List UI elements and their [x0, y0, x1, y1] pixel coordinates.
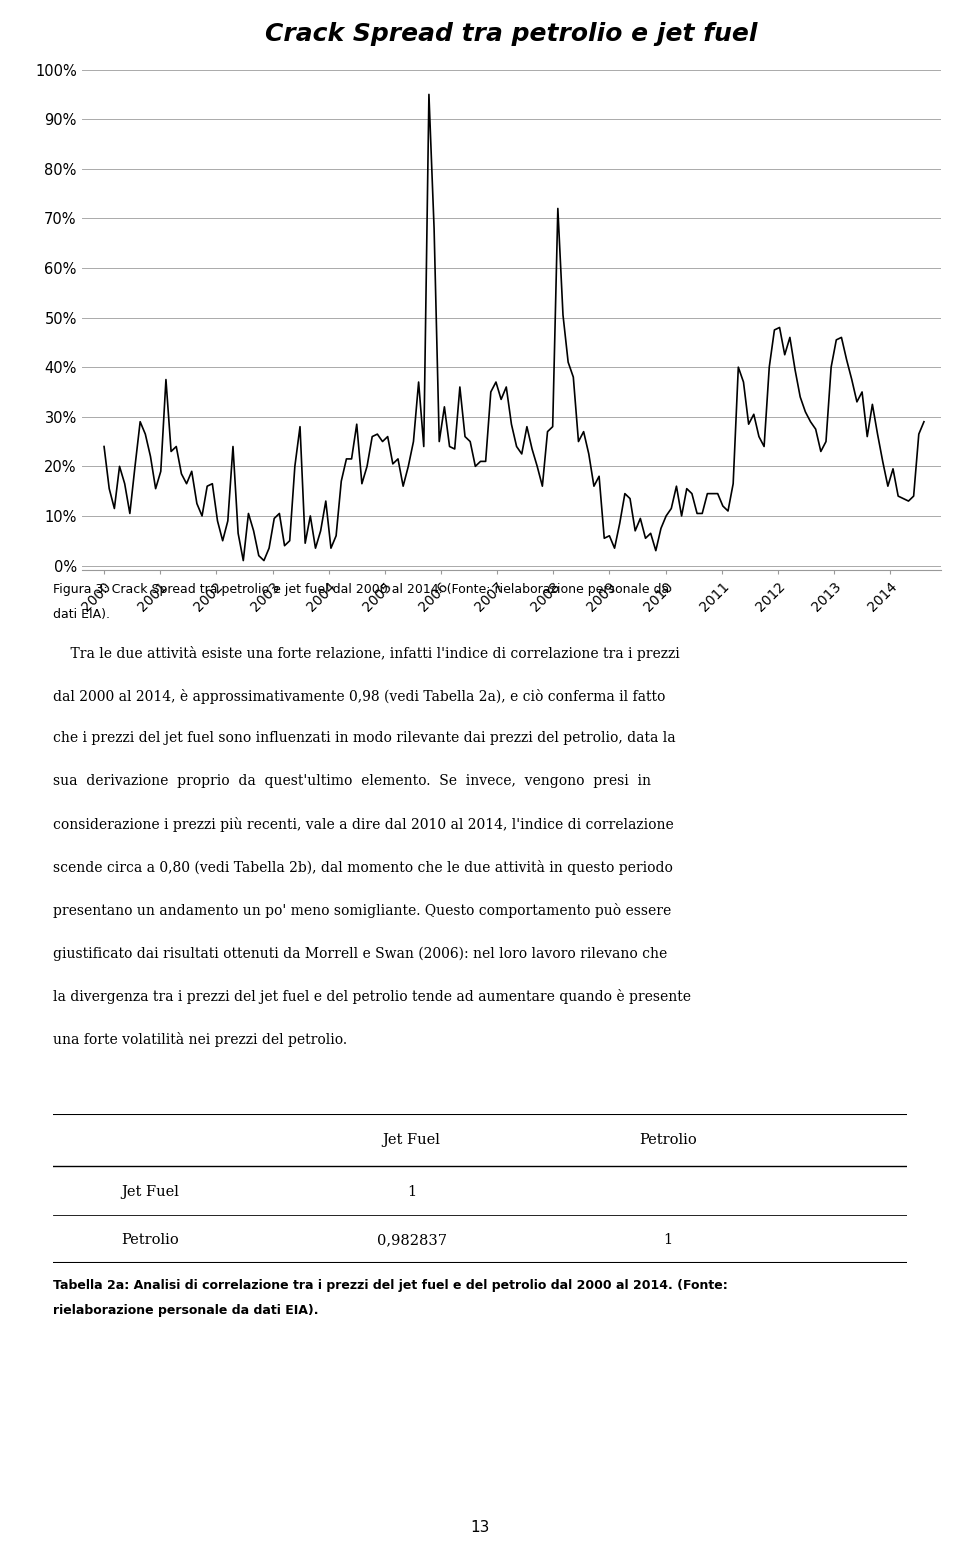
Text: Tabella 2a: Analisi di correlazione tra i prezzi del jet fuel e del petrolio dal: Tabella 2a: Analisi di correlazione tra …	[53, 1279, 728, 1291]
Text: Figura 3: Crack Spread tra petrolio e jet fuel dal 2000 al 2014. (Fonte: rielabo: Figura 3: Crack Spread tra petrolio e je…	[53, 583, 669, 596]
Text: 1: 1	[407, 1185, 417, 1199]
Text: Jet Fuel: Jet Fuel	[121, 1185, 179, 1199]
Text: 0,982837: 0,982837	[376, 1233, 446, 1247]
Text: una forte volatilità nei prezzi del petrolio.: una forte volatilità nei prezzi del petr…	[53, 1033, 347, 1047]
Text: presentano un andamento un po' meno somigliante. Questo comportamento può essere: presentano un andamento un po' meno somi…	[53, 903, 671, 919]
Text: considerazione i prezzi più recenti, vale a dire dal 2010 al 2014, l'indice di c: considerazione i prezzi più recenti, val…	[53, 817, 674, 833]
Title: Crack Spread tra petrolio e jet fuel: Crack Spread tra petrolio e jet fuel	[265, 22, 757, 45]
Text: scende circa a 0,80 (vedi Tabella 2b), dal momento che le due attività in questo: scende circa a 0,80 (vedi Tabella 2b), d…	[53, 860, 673, 875]
Text: giustificato dai risultati ottenuti da Morrell e Swan (2006): nel loro lavoro ri: giustificato dai risultati ottenuti da M…	[53, 947, 667, 961]
Text: la divergenza tra i prezzi del jet fuel e del petrolio tende ad aumentare quando: la divergenza tra i prezzi del jet fuel …	[53, 989, 691, 1005]
Text: Petrolio: Petrolio	[639, 1133, 697, 1147]
Text: che i prezzi del jet fuel sono influenzati in modo rilevante dai prezzi del petr: che i prezzi del jet fuel sono influenza…	[53, 731, 676, 746]
Text: 1: 1	[663, 1233, 673, 1247]
Text: Petrolio: Petrolio	[121, 1233, 179, 1247]
Text: 13: 13	[470, 1519, 490, 1535]
Text: dal 2000 al 2014, è approssimativamente 0,98 (vedi Tabella 2a), e ciò conferma i: dal 2000 al 2014, è approssimativamente …	[53, 688, 665, 703]
Text: rielaborazione personale da dati EIA).: rielaborazione personale da dati EIA).	[53, 1304, 319, 1316]
Text: Jet Fuel: Jet Fuel	[383, 1133, 441, 1147]
Text: sua  derivazione  proprio  da  quest'ultimo  elemento.  Se  invece,  vengono  pr: sua derivazione proprio da quest'ultimo …	[53, 775, 651, 788]
Text: dati EIA).: dati EIA).	[53, 608, 109, 621]
Text: Tra le due attività esiste una forte relazione, infatti l'indice di correlazione: Tra le due attività esiste una forte rel…	[53, 646, 680, 661]
